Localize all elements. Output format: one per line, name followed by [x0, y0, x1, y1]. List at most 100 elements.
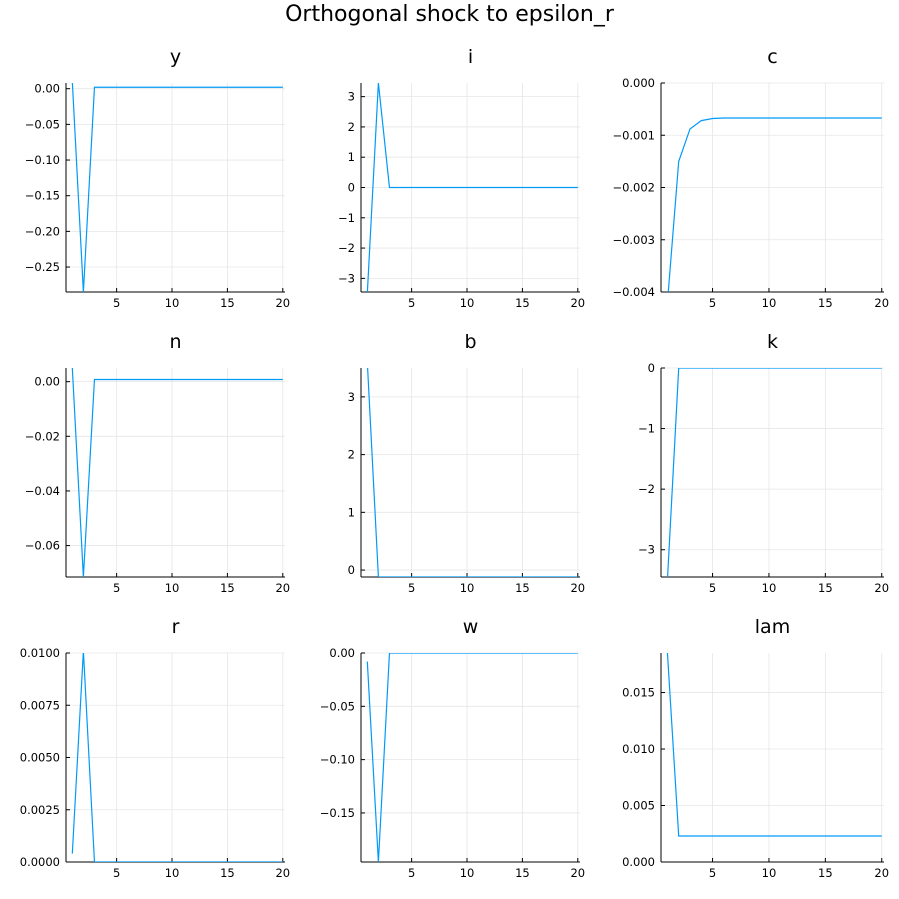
y-tick-label: 0.00: [329, 646, 355, 660]
panel-c: c 5 10 15 20 0.000 −0.001 −0.002 −0.003 −0.004: [612, 46, 889, 310]
y-tick-label: −0.001: [612, 128, 655, 142]
x-tick-label: 20: [275, 581, 290, 595]
y-tick-label: 2: [348, 120, 355, 134]
y-tick-label: 0.00: [34, 82, 60, 96]
x-tick-label: 5: [113, 296, 120, 310]
panel-w: w 5 10 15 20 0.00 −0.05 −0.10 −0.15: [320, 616, 585, 880]
y-tick-label: 1: [348, 505, 355, 519]
y-tick-label: −0.003: [612, 233, 655, 247]
y-tick-label: 3: [348, 90, 355, 104]
panel-title: i: [468, 46, 473, 68]
x-tick-label: 15: [220, 581, 235, 595]
x-tick-label: 10: [460, 581, 475, 595]
y-tick-label: −2: [638, 482, 655, 496]
y-tick-label: 0: [348, 563, 355, 577]
y-tick-label: −0.15: [320, 806, 355, 820]
y-tick-label: −0.10: [25, 153, 60, 167]
y-tick-label: 0.0025: [20, 803, 60, 817]
x-tick-label: 20: [275, 866, 290, 880]
x-tick-label: 15: [818, 296, 833, 310]
y-tick-label: 1: [348, 150, 355, 164]
x-tick-label: 10: [762, 866, 777, 880]
y-tick-label: −0.10: [320, 753, 355, 767]
panel-n: n 5 10 15 20 0.00 −0.02 −0.04 −0.06: [25, 331, 290, 595]
panel-title: w: [463, 616, 479, 638]
y-tick-label: 0.00: [34, 375, 60, 389]
x-tick-label: 20: [874, 581, 889, 595]
x-tick-label: 10: [165, 296, 180, 310]
y-tick-label: −0.02: [25, 429, 60, 443]
y-tick-label: 0.0075: [20, 698, 60, 712]
x-tick-label: 10: [165, 581, 180, 595]
x-tick-label: 10: [762, 581, 777, 595]
y-tick-label: −3: [338, 271, 355, 285]
panel-title: n: [169, 331, 181, 353]
x-tick-label: 5: [709, 866, 716, 880]
x-tick-label: 5: [113, 866, 120, 880]
x-tick-label: 20: [874, 296, 889, 310]
y-tick-label: −2: [338, 241, 355, 255]
x-tick-label: 20: [570, 296, 585, 310]
x-tick-label: 5: [408, 581, 415, 595]
x-tick-label: 10: [460, 296, 475, 310]
y-tick-label: −0.06: [25, 539, 60, 553]
y-tick-label: 3: [348, 390, 355, 404]
y-tick-label: −1: [338, 211, 355, 225]
y-tick-label: 0.000: [622, 76, 655, 90]
x-tick-label: 10: [762, 296, 777, 310]
series-line-k: [666, 368, 882, 577]
y-tick-label: −0.15: [25, 189, 60, 203]
y-tick-label: −0.20: [25, 224, 60, 238]
y-tick-label: −0.25: [25, 260, 60, 274]
x-tick-label: 15: [515, 296, 530, 310]
x-tick-label: 15: [220, 296, 235, 310]
panel-title: r: [172, 616, 180, 638]
panel-r: r 5 10 15 20 0.0100 0.0075 0.0050 0.0025 0.0000: [20, 616, 290, 880]
x-tick-label: 10: [460, 866, 475, 880]
x-tick-label: 5: [709, 581, 716, 595]
series-line-b: [367, 368, 578, 577]
y-tick-label: 0: [348, 181, 355, 195]
y-tick-label: −3: [638, 543, 655, 557]
y-tick-label: 0.015: [622, 686, 655, 700]
series-line-c: [667, 117, 882, 292]
x-tick-label: 20: [874, 866, 889, 880]
y-tick-label: −0.04: [25, 484, 60, 498]
series-line-w: [366, 653, 578, 862]
panel-title: c: [767, 46, 777, 68]
x-tick-label: 15: [515, 866, 530, 880]
series-line-y: [71, 83, 283, 292]
x-tick-label: 10: [165, 866, 180, 880]
y-tick-label: −0.002: [612, 181, 655, 195]
panel-y: y 5 10 15 20 0.00 −0.05 −0.10 −0.15 −0.20 −0.25: [25, 46, 290, 310]
y-tick-label: 0.005: [622, 799, 655, 813]
panel-lam: lam 5 10 15 20 0.015 0.010 0.005 0.000: [622, 616, 889, 880]
series-line-r: [71, 653, 283, 862]
figure-title: Orthogonal shock to epsilon_r: [285, 2, 614, 27]
x-tick-label: 15: [220, 866, 235, 880]
y-tick-label: 0.0100: [20, 646, 60, 660]
x-tick-label: 5: [408, 296, 415, 310]
y-tick-label: −0.05: [25, 117, 60, 131]
series-line-i: [366, 83, 578, 292]
x-tick-label: 5: [113, 581, 120, 595]
x-tick-label: 15: [818, 866, 833, 880]
y-tick-label: 0.0000: [20, 855, 60, 869]
panel-title: lam: [755, 616, 790, 638]
y-tick-label: 0.010: [622, 742, 655, 756]
y-tick-label: −0.05: [320, 699, 355, 713]
y-tick-label: 2: [348, 448, 355, 462]
x-tick-label: 20: [570, 581, 585, 595]
x-tick-label: 5: [408, 866, 415, 880]
x-tick-label: 15: [515, 581, 530, 595]
series-line-n: [71, 368, 283, 577]
panel-title: y: [170, 46, 181, 68]
x-tick-label: 5: [709, 296, 716, 310]
x-tick-label: 20: [275, 296, 290, 310]
y-tick-label: 0.0050: [20, 751, 60, 765]
x-tick-label: 15: [818, 581, 833, 595]
panel-title: b: [464, 331, 476, 353]
